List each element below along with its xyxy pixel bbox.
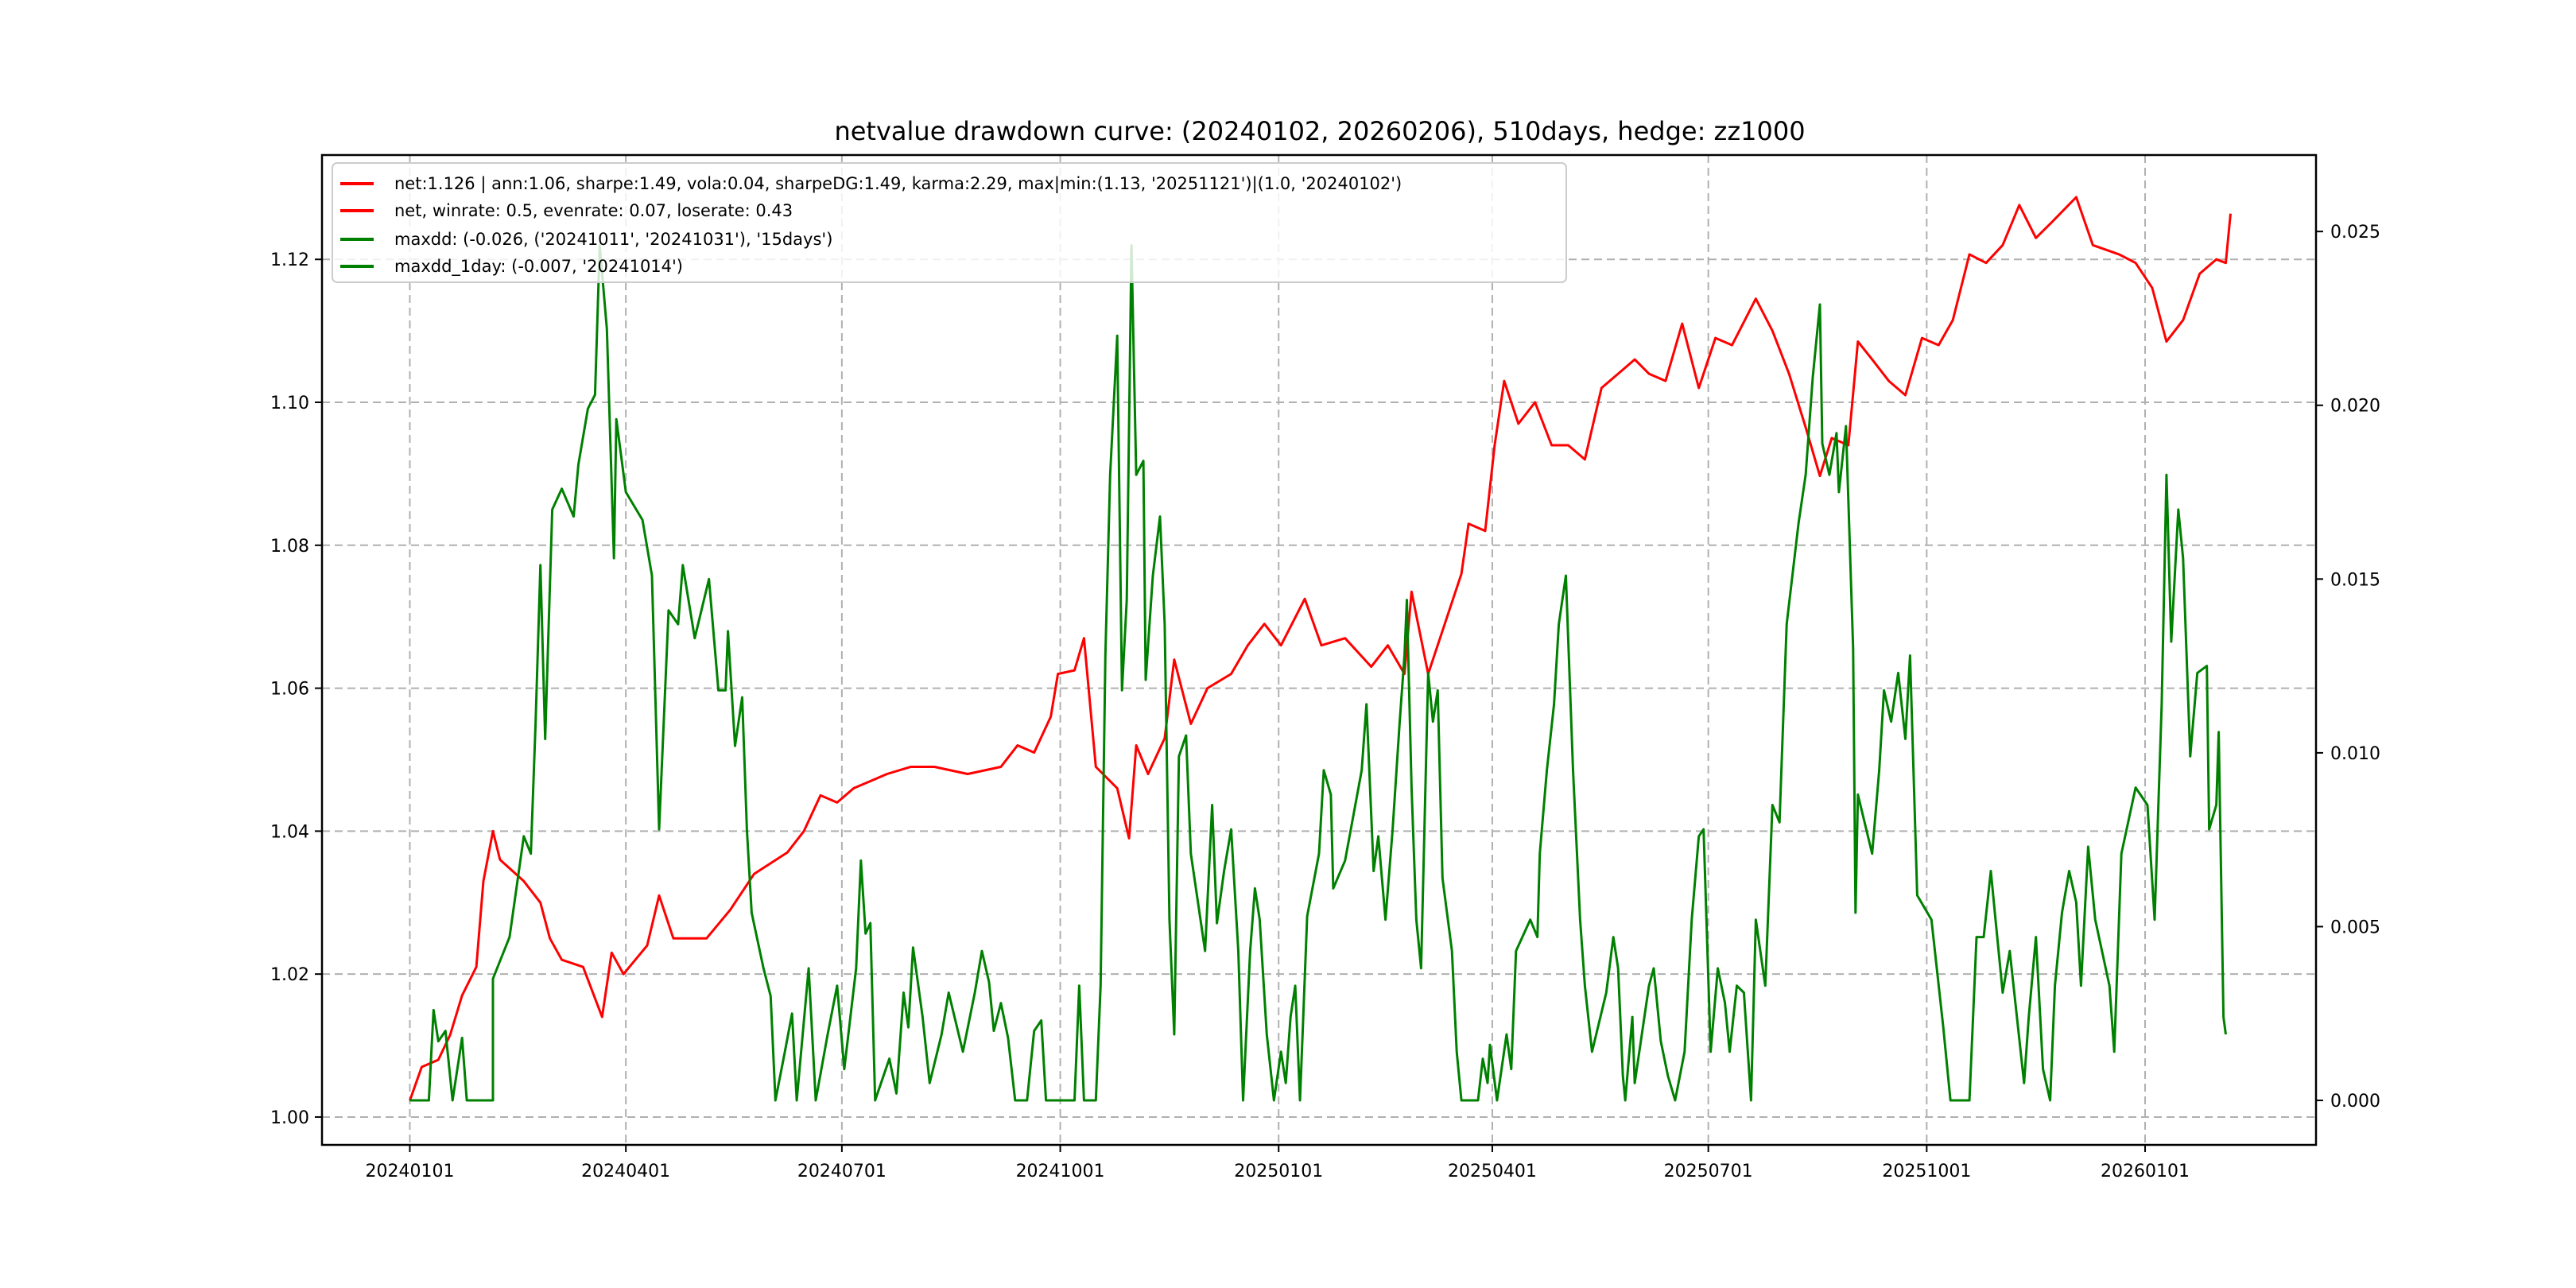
y-left-tick-label: 1.10	[270, 394, 309, 413]
x-tick-label: 20241001	[1016, 1162, 1105, 1181]
y-right-tick-label: 0.010	[2330, 744, 2380, 764]
x-tick-label: 20251001	[1882, 1162, 1971, 1181]
right-y-axis: 0.000 0.005 0.010 0.015 0.020 0.025	[2316, 223, 2380, 1111]
legend-label: maxdd_1day: (-0.007, '20241014')	[394, 257, 683, 277]
x-tick-label: 20240101	[365, 1162, 454, 1181]
x-tick-label: 20240401	[581, 1162, 670, 1181]
x-tick-label: 20250701	[1664, 1162, 1753, 1181]
y-left-tick-label: 1.06	[270, 680, 309, 700]
left-y-axis: 1.00 1.02 1.04 1.06 1.08 1.10 1.12	[270, 250, 322, 1128]
series-line-maxdd	[409, 244, 2227, 1102]
series-lines	[409, 196, 2232, 1102]
chart-title: netvalue drawdown curve: (20240102, 2026…	[834, 116, 1805, 146]
y-right-tick-label: 0.020	[2330, 397, 2380, 417]
grid	[322, 155, 2316, 1145]
y-right-tick-label: 0.015	[2330, 570, 2380, 590]
y-right-tick-label: 0.025	[2330, 223, 2380, 242]
legend: net:1.126 | ann:1.06, sharpe:1.49, vola:…	[332, 162, 1567, 283]
y-left-tick-label: 1.08	[270, 537, 309, 557]
y-left-tick-label: 1.04	[270, 822, 309, 842]
x-tick-label: 20260101	[2101, 1162, 2190, 1181]
legend-label: maxdd: (-0.026, ('20241011', '20241031')…	[394, 230, 832, 249]
plot-frame	[320, 153, 2318, 1146]
series-line-net	[409, 196, 2232, 1101]
legend-label: net, winrate: 0.5, evenrate: 0.07, loser…	[394, 201, 793, 220]
legend-box	[332, 162, 1567, 283]
x-tick-label: 20250401	[1448, 1162, 1537, 1181]
y-right-tick-label: 0.000	[2330, 1092, 2380, 1111]
x-tick-label: 20250101	[1234, 1162, 1323, 1181]
y-right-tick-label: 0.005	[2330, 918, 2380, 937]
x-tick-label: 20240701	[797, 1162, 886, 1181]
y-left-tick-label: 1.02	[270, 965, 309, 985]
x-axis: 20240101 20240401 20240701 20241001 20250101…	[365, 1145, 2190, 1181]
y-left-tick-label: 1.12	[270, 250, 309, 270]
legend-label: net:1.126 | ann:1.06, sharpe:1.49, vola:…	[394, 174, 1402, 194]
y-left-tick-label: 1.00	[270, 1108, 309, 1128]
